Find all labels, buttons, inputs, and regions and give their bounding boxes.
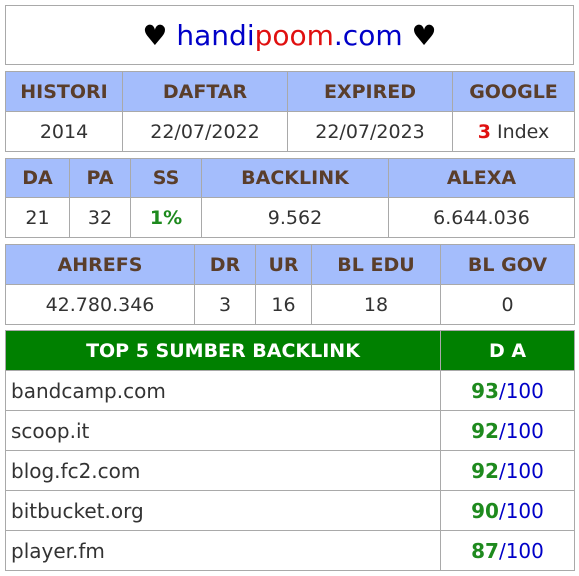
table-row: bitbucket.org 90/100: [5, 490, 575, 531]
da-score: 92: [471, 418, 499, 443]
backlink-da: 87/100: [440, 530, 575, 571]
site-title-box: ♥ handipoom.com ♥: [5, 5, 574, 65]
da-score: 93: [471, 378, 499, 403]
site-name-part2: poom: [254, 18, 334, 52]
value-bl-gov: 0: [440, 284, 575, 325]
header-ur: UR: [255, 244, 312, 285]
da-max: /100: [498, 378, 544, 403]
value-expired: 22/07/2023: [287, 111, 453, 152]
domain-info-table: HISTORI DAFTAR EXPIRED GOOGLE 2014 22/07…: [5, 71, 575, 152]
header-daftar: DAFTAR: [122, 71, 288, 112]
value-da: 21: [5, 197, 70, 238]
header-backlink: BACKLINK: [201, 158, 389, 198]
google-index-count: 3: [477, 120, 491, 143]
backlink-da: 92/100: [440, 410, 575, 451]
da-max: /100: [498, 458, 544, 483]
value-ss: 1%: [130, 197, 202, 238]
value-ur: 16: [255, 284, 312, 325]
header-expired: EXPIRED: [287, 71, 453, 112]
header-dr: DR: [194, 244, 256, 285]
header-top-sources: TOP 5 SUMBER BACKLINK: [5, 330, 441, 371]
backlink-site: scoop.it: [5, 410, 441, 451]
metrics-table: DA PA SS BACKLINK ALEXA 21 32 1% 9.562 6…: [5, 158, 575, 238]
value-histori: 2014: [5, 111, 123, 152]
header-ss: SS: [130, 158, 202, 198]
da-score: 92: [471, 458, 499, 483]
header-bl-edu: BL EDU: [311, 244, 441, 285]
value-ahrefs: 42.780.346: [5, 284, 195, 325]
value-alexa: 6.644.036: [388, 197, 575, 238]
value-bl-edu: 18: [311, 284, 441, 325]
table-row: bandcamp.com 93/100: [5, 370, 575, 411]
google-index-label: Index: [490, 120, 550, 143]
header-bl-gov: BL GOV: [440, 244, 575, 285]
table-row: scoop.it 92/100: [5, 410, 575, 451]
backlink-da: 92/100: [440, 450, 575, 491]
header-alexa: ALEXA: [388, 158, 575, 198]
header-histori: HISTORI: [5, 71, 123, 112]
site-title: ♥ handipoom.com ♥: [5, 5, 574, 65]
value-pa: 32: [69, 197, 131, 238]
header-pa: PA: [69, 158, 131, 198]
header-ahrefs: AHREFS: [5, 244, 195, 285]
backlink-site: bandcamp.com: [5, 370, 441, 411]
header-da-score: D A: [440, 330, 575, 371]
da-max: /100: [498, 418, 544, 443]
backlink-site: blog.fc2.com: [5, 450, 441, 491]
value-dr: 3: [194, 284, 256, 325]
backlink-site: player.fm: [5, 530, 441, 571]
top-backlinks-table: TOP 5 SUMBER BACKLINK D A bandcamp.com 9…: [5, 330, 575, 571]
backlink-da: 90/100: [440, 490, 575, 531]
backlink-site: bitbucket.org: [5, 490, 441, 531]
table-row: blog.fc2.com 92/100: [5, 450, 575, 491]
da-score: 90: [471, 498, 499, 523]
value-daftar: 22/07/2022: [122, 111, 288, 152]
header-google: GOOGLE: [452, 71, 575, 112]
da-score: 87: [471, 538, 499, 563]
backlink-da: 93/100: [440, 370, 575, 411]
da-max: /100: [498, 538, 544, 563]
header-da: DA: [5, 158, 70, 198]
site-name-part3: .com: [333, 18, 403, 52]
site-name-part1: handi: [176, 18, 255, 52]
table-row: player.fm 87/100: [5, 530, 575, 571]
heart-left-icon: ♥: [142, 18, 168, 52]
da-max: /100: [498, 498, 544, 523]
value-backlink: 9.562: [201, 197, 389, 238]
ahrefs-table: AHREFS DR UR BL EDU BL GOV 42.780.346 3 …: [5, 244, 575, 325]
heart-right-icon: ♥: [411, 18, 437, 52]
value-google: 3 Index: [452, 111, 575, 152]
